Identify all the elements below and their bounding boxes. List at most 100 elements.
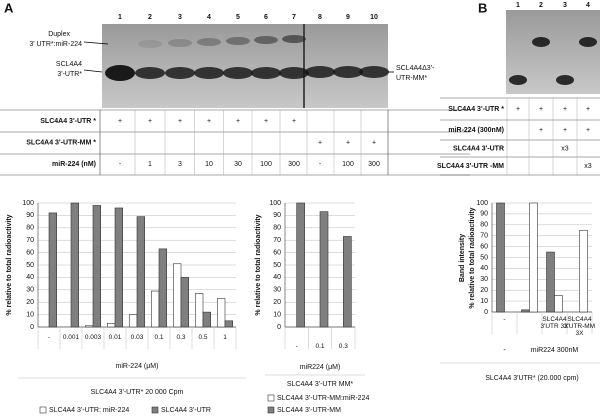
table-cell: + xyxy=(292,118,296,125)
lane-number: 9 xyxy=(346,14,350,21)
x-tick-label: 0.1 xyxy=(154,334,164,341)
lane-number: 4 xyxy=(207,14,211,21)
table-cell: + xyxy=(346,139,350,146)
table-cell: 100 xyxy=(260,161,272,168)
bar xyxy=(202,311,211,328)
bar xyxy=(296,202,305,328)
y-tick-label: 60 xyxy=(273,249,281,256)
gel-band xyxy=(138,40,162,48)
y-tick-label: 50 xyxy=(26,262,34,269)
gel-band xyxy=(509,75,527,85)
gel-band xyxy=(579,37,597,47)
gel-label: UTR-MM* xyxy=(396,75,427,82)
bar xyxy=(521,309,530,313)
table-cell: x3 xyxy=(561,145,569,152)
y-tick-label: 70 xyxy=(480,233,488,240)
y-axis-label: Band intensity xyxy=(459,234,466,282)
table-cell: 3 xyxy=(178,161,182,168)
gel-band xyxy=(279,67,309,79)
table-cell: + xyxy=(516,106,520,113)
bar xyxy=(158,248,167,328)
table-cell: + xyxy=(318,139,322,146)
bar xyxy=(217,298,226,328)
x-tick-label: - xyxy=(295,343,298,350)
gel-band xyxy=(556,75,574,85)
table-cell: 30 xyxy=(234,161,242,168)
table-cell: + xyxy=(118,118,122,125)
x-tick-label: - xyxy=(503,316,506,323)
y-tick-label: 20 xyxy=(480,287,488,294)
table-cell: 300 xyxy=(368,161,380,168)
lane-number: 4 xyxy=(586,2,590,9)
lane-number: 3 xyxy=(178,14,182,21)
table-cell: + xyxy=(264,118,268,125)
lane-number: 10 xyxy=(370,14,378,21)
legend-swatch xyxy=(39,406,47,414)
table-label: SLC4A4 3'-UTR * xyxy=(448,106,504,113)
table-cell: + xyxy=(586,127,590,134)
table-label: SLC4A4 3'-UTR * xyxy=(40,118,96,125)
gel-band xyxy=(532,37,550,47)
bar xyxy=(529,202,538,313)
table-label: SLC4A4 3'-UTR xyxy=(453,145,504,152)
y-tick-label: 70 xyxy=(273,237,281,244)
x-tick-label: 0.03 xyxy=(130,334,144,341)
bar xyxy=(343,236,352,328)
legend-swatch xyxy=(267,406,275,414)
bar xyxy=(319,211,329,328)
x-tick-label: 0.003 xyxy=(84,334,102,341)
y-tick-label: 40 xyxy=(273,274,281,281)
y-tick-label: 80 xyxy=(480,222,488,229)
gel-label: SCL4A4Δ3'- xyxy=(396,65,435,72)
gel-band xyxy=(194,67,224,79)
gel-label: Duplex xyxy=(48,31,70,38)
x-axis-label: miR224 300nM xyxy=(531,347,579,354)
gel-band xyxy=(333,66,363,78)
bar xyxy=(554,295,563,313)
bar xyxy=(70,202,79,328)
y-tick-label: 50 xyxy=(273,262,281,269)
table-label: SLC4A4 3'-UTR -MM xyxy=(437,163,504,170)
gel-band xyxy=(135,67,165,79)
table-cell: + xyxy=(539,106,543,113)
gel-label: 3' UTR*:miR-224 xyxy=(29,41,82,48)
y-tick-label: 10 xyxy=(480,298,488,305)
bar xyxy=(129,314,138,328)
legend-label: SLC4A4 3'-UTR-MM xyxy=(277,407,341,414)
lane-number: 1 xyxy=(118,14,122,21)
x-tick-label: - xyxy=(47,334,51,341)
y-tick-label: 90 xyxy=(480,211,488,218)
x-axis-label: miR-224 (μM) xyxy=(116,363,159,370)
y-tick-label: 0 xyxy=(277,324,281,331)
y-tick-label: 90 xyxy=(273,212,281,219)
table-cell: + xyxy=(563,127,567,134)
gel-band xyxy=(305,66,335,78)
y-axis-label: % relative to total radioactivity xyxy=(255,214,262,315)
bar xyxy=(114,207,123,328)
x-tick-label: 0.01 xyxy=(108,334,122,341)
gel-band xyxy=(165,67,195,79)
table-cell: 100 xyxy=(342,161,354,168)
bar xyxy=(48,212,57,328)
lane-number: 3 xyxy=(563,2,567,9)
table-cell: + xyxy=(207,118,211,125)
y-axis-label: % relative to total radioactivity xyxy=(469,207,476,308)
gel-image xyxy=(102,24,388,108)
table-cell: + xyxy=(563,106,567,113)
y-tick-label: 70 xyxy=(26,237,34,244)
panel-label: B xyxy=(478,0,487,15)
x-axis-label: miR224 (μM) xyxy=(300,364,341,371)
y-tick-label: 0 xyxy=(30,324,34,331)
bar xyxy=(579,229,588,313)
y-tick-label: 80 xyxy=(273,225,281,232)
gel-label: SCL4A4 xyxy=(56,61,82,68)
y-tick-label: 50 xyxy=(480,254,488,261)
lane-number: 8 xyxy=(318,14,322,21)
y-tick-label: 80 xyxy=(26,225,34,232)
x-tick-label: 0.3 xyxy=(176,334,186,341)
group-label: SLC4A4 3'-UTR MM* xyxy=(287,381,354,388)
gel-band xyxy=(105,65,135,81)
table-cell: + xyxy=(236,118,240,125)
table-cell: - xyxy=(119,161,122,168)
